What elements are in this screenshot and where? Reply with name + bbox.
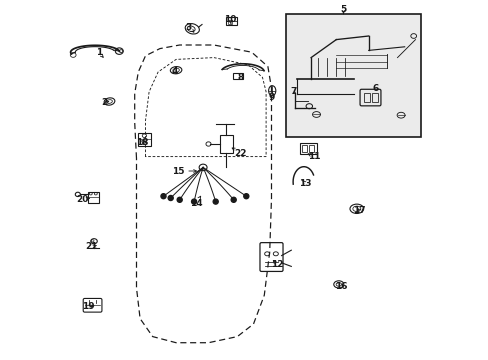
- Bar: [138, 133, 151, 146]
- Text: 3: 3: [185, 22, 191, 31]
- Text: 8: 8: [237, 73, 244, 82]
- Bar: [301, 145, 306, 152]
- Text: 13: 13: [299, 179, 311, 188]
- Text: 4: 4: [171, 68, 177, 77]
- Bar: [88, 192, 99, 203]
- Circle shape: [244, 194, 248, 199]
- Text: 2: 2: [101, 98, 107, 107]
- Text: 9: 9: [268, 93, 274, 102]
- Circle shape: [213, 199, 218, 204]
- Bar: [363, 93, 369, 102]
- Bar: [285, 14, 420, 137]
- Text: 18: 18: [135, 138, 148, 147]
- Text: 17: 17: [353, 206, 365, 215]
- Circle shape: [191, 199, 196, 204]
- Circle shape: [161, 194, 166, 199]
- Text: 15: 15: [171, 166, 184, 175]
- Bar: [232, 73, 243, 79]
- Text: 10: 10: [224, 15, 236, 24]
- Circle shape: [168, 195, 173, 201]
- Text: 22: 22: [234, 149, 246, 158]
- Text: 7: 7: [289, 87, 296, 96]
- Circle shape: [177, 197, 182, 202]
- Bar: [220, 135, 232, 153]
- Text: 11: 11: [308, 152, 320, 161]
- Text: 1: 1: [95, 48, 102, 57]
- Text: 16: 16: [335, 282, 347, 291]
- Text: 21: 21: [85, 242, 98, 251]
- Bar: [227, 20, 231, 24]
- Text: 5: 5: [340, 4, 346, 13]
- Circle shape: [231, 197, 236, 202]
- Bar: [225, 17, 236, 25]
- Text: 14: 14: [189, 199, 202, 208]
- Bar: [371, 93, 377, 102]
- Bar: [299, 143, 317, 154]
- Bar: [308, 145, 313, 152]
- Text: 12: 12: [270, 260, 283, 269]
- Text: 20: 20: [76, 195, 88, 204]
- Text: 19: 19: [81, 302, 94, 311]
- Text: 6: 6: [372, 84, 378, 93]
